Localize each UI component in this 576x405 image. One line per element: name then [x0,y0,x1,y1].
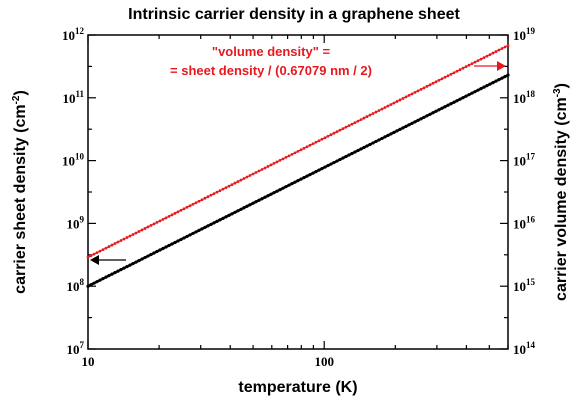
chart-title: Intrinsic carrier density in a graphene … [128,6,460,23]
y-tick-label-left-base: 10 [67,342,80,357]
annotation-line-1: "volume density" = [212,44,331,59]
y-tick-label-left-base: 10 [62,154,75,169]
y-tick-label-left: 107 [67,340,85,357]
y-axis-label-left: carrier sheet density (cm-2) [11,90,29,294]
y-tick-label-left-exp: 12 [75,26,85,36]
y-tick-label-left: 1012 [62,26,85,43]
series-2-line [87,44,509,258]
y-tick-label-left: 1011 [62,89,84,106]
y-tick-label-left: 108 [67,277,85,294]
series-1-line [87,74,509,288]
annotation-line-2: = sheet density / (0.67079 nm / 2) [170,63,372,78]
y-tick-label-right-exp: 15 [526,277,536,287]
left-axis-arrow [90,255,126,265]
y-tick-label-left: 109 [67,214,85,231]
right-axis-arrow [474,61,506,71]
y-tick-label-left-base: 10 [62,91,75,106]
y-tick-label-right: 1016 [513,214,536,231]
y-tick-label-right: 1017 [513,152,536,169]
y-tick-label-left: 1010 [62,152,85,169]
y-tick-label-left-exp: 9 [80,214,85,224]
y-tick-label-right-base: 10 [513,91,526,106]
annotation: "volume density" = = sheet density / (0.… [170,44,372,78]
y-tick-label-right-exp: 14 [526,340,536,350]
y-axis-label-right-sup: -3 [552,88,563,97]
y-axis-label-left-close: ) [12,90,29,95]
y-axis-label-right-close: ) [553,83,570,88]
tick-layer: 10 10010710810910101011101210141015101610… [62,26,536,369]
y-tick-label-right-exp: 17 [526,152,536,162]
series-1 [86,73,510,288]
plot-frame [87,34,509,350]
y-tick-label-left-base: 10 [67,279,80,294]
y-tick-label-right-base: 10 [513,279,526,294]
y-axis-label-right: carrier volume density (cm-3) [552,83,570,301]
y-tick-label-left-exp: 7 [80,340,85,350]
y-tick-label-left-exp: 11 [75,89,84,99]
series-2 [86,44,510,259]
y-tick-label-right-base: 10 [513,216,526,231]
x-axis-label: temperature (K) [238,379,357,396]
left-arrow-head [90,255,99,265]
y-axis-label-left-sup: -2 [11,95,22,104]
y-tick-label-left-base: 10 [67,216,80,231]
series-layer [86,44,510,288]
y-tick-label-right: 1014 [513,340,536,357]
y-axis-label-right-text: carrier volume density (cm [553,97,570,301]
y-tick-label-right-exp: 19 [526,26,536,36]
y-tick-label-right-base: 10 [513,154,526,169]
y-tick-label-left-exp: 10 [75,152,85,162]
x-tick-label: 100 [314,354,334,369]
y-tick-label-left-base: 10 [62,28,75,43]
right-arrow-head [497,61,506,71]
y-tick-label-right-exp: 18 [526,89,536,99]
x-tick-label: 10 [82,354,95,369]
y-tick-label-right: 1015 [513,277,536,294]
y-axis-label-left-text: carrier sheet density (cm [12,104,29,293]
y-tick-label-right: 1018 [513,89,536,106]
y-tick-label-right-exp: 16 [526,214,536,224]
y-tick-label-right: 1019 [513,26,536,43]
y-tick-label-right-base: 10 [513,28,526,43]
y-tick-label-left-exp: 8 [80,277,85,287]
y-tick-label-right-base: 10 [513,342,526,357]
